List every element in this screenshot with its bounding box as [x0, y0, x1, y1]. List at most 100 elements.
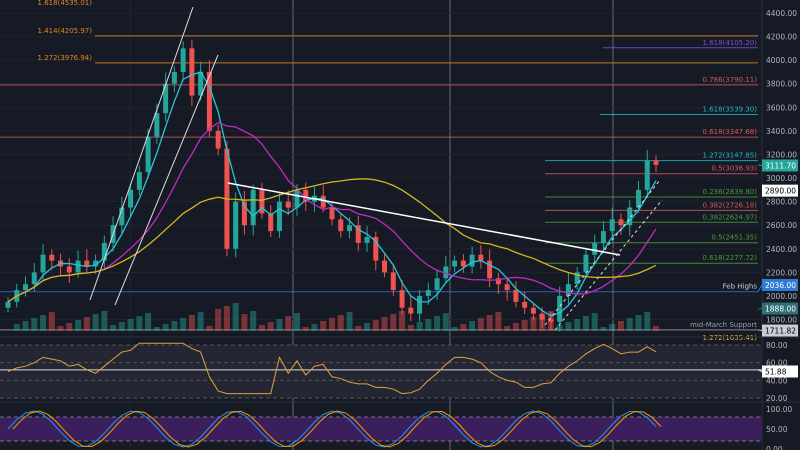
volume-bar	[92, 314, 99, 331]
price-tag	[762, 278, 798, 291]
volume-bar	[75, 320, 82, 331]
rsi-axis-tick: 40.00	[766, 376, 788, 385]
candle-body	[513, 290, 519, 302]
price-tag-label: 2036.00	[765, 281, 796, 290]
candle-body	[627, 207, 633, 226]
channel-line	[114, 54, 219, 306]
volume-bar	[206, 326, 213, 331]
level-label: 0.618(2277.72)	[703, 254, 758, 262]
price-tag-label: 2890.00	[765, 187, 796, 196]
volume-bar	[565, 322, 572, 331]
volume-bar	[110, 325, 117, 331]
volume-bar	[530, 317, 537, 331]
volume-bar	[127, 319, 134, 331]
volume-bar	[591, 313, 598, 331]
candle-body	[233, 201, 239, 249]
volume-bar	[232, 303, 239, 331]
candle-body	[522, 301, 528, 308]
volume-bar	[329, 318, 335, 331]
volume-bar	[83, 317, 90, 331]
candle-body	[303, 189, 309, 202]
stoch-axis-tick: 0.00	[766, 445, 783, 450]
volume-bar	[653, 326, 659, 331]
volume-bar	[451, 327, 458, 331]
candle-body	[75, 260, 81, 273]
volume-bar	[372, 320, 379, 331]
candle-body	[250, 189, 256, 226]
level-label: 1.618(4105.20)	[703, 39, 758, 47]
volume-bar	[460, 324, 467, 331]
candle-body	[565, 284, 571, 296]
price-axis-tick: 3600.00	[766, 103, 797, 112]
candle-body	[49, 254, 55, 261]
level-label: 0.786(3790.11)	[703, 76, 758, 84]
candle-body	[119, 207, 125, 226]
price-tag-label: 1888.00	[765, 305, 796, 314]
price-axis-tick: 2800.00	[766, 198, 797, 207]
candle-body	[635, 189, 641, 208]
volume-bar	[407, 325, 414, 331]
volume-bar	[22, 321, 29, 331]
stoch-d-line	[12, 410, 662, 448]
moving-average-line	[7, 71, 657, 317]
candle-body	[294, 189, 300, 208]
volume-bar	[31, 318, 38, 331]
volume-bar	[162, 324, 169, 331]
volume-bar	[276, 319, 283, 331]
volume-bar	[355, 326, 362, 331]
rsi-value-tag	[762, 365, 798, 378]
candle-body	[259, 189, 265, 214]
price-tag-label: 3111.70	[765, 161, 796, 170]
price-axis-tick: 2200.00	[766, 268, 797, 277]
volume-bar	[215, 309, 222, 331]
volume-bar	[267, 322, 274, 331]
candle-body	[600, 231, 606, 243]
volume-bar	[644, 312, 651, 331]
candle-body	[539, 313, 545, 320]
candle-body	[469, 254, 475, 267]
candle-body	[408, 307, 414, 314]
price-axis-tick: 1800.00	[766, 316, 797, 325]
volume-bar	[495, 312, 502, 331]
candle-body	[206, 71, 212, 131]
volume-bar	[293, 313, 300, 331]
candle-body	[495, 278, 501, 285]
price-axis-tick: 4000.00	[766, 56, 797, 65]
volume-bar	[250, 311, 257, 331]
price-axis-tick: 3800.00	[766, 80, 797, 89]
price-axis-tick: 3000.00	[766, 174, 797, 183]
price-tag-connector	[757, 308, 763, 310]
volume-bar	[600, 327, 607, 331]
candle-body	[530, 307, 536, 314]
candle-body	[180, 48, 186, 72]
candle-body	[373, 237, 379, 261]
volume-bar	[302, 327, 309, 331]
candle-body	[583, 254, 589, 273]
volume-bar	[118, 322, 125, 331]
candle-body	[364, 237, 370, 243]
candle-body	[487, 260, 493, 279]
candle-body	[163, 83, 169, 114]
volume-bar	[486, 315, 493, 331]
stoch-axis-tick: 100.00	[766, 405, 792, 414]
volume-bar	[425, 319, 432, 331]
price-tag	[762, 324, 798, 337]
candle-body	[31, 272, 37, 285]
price-tag	[762, 302, 798, 315]
volume-bar	[48, 312, 55, 331]
volume-bar	[504, 326, 511, 331]
level-label: 0.382(2624.97)	[703, 213, 758, 221]
level-label: 0.382(2726.18)	[703, 201, 758, 209]
candle-body	[40, 254, 46, 273]
candle-body	[145, 136, 151, 173]
channel-line	[89, 6, 194, 301]
rsi-tag-connector	[757, 369, 763, 372]
stoch-axis-tick: 50.00	[766, 425, 788, 434]
candle-body	[241, 201, 247, 226]
price-axis-tick: 3200.00	[766, 150, 797, 159]
channel-line	[554, 199, 663, 331]
candle-body	[268, 213, 274, 232]
price-tag-label: 1711.82	[765, 327, 796, 336]
